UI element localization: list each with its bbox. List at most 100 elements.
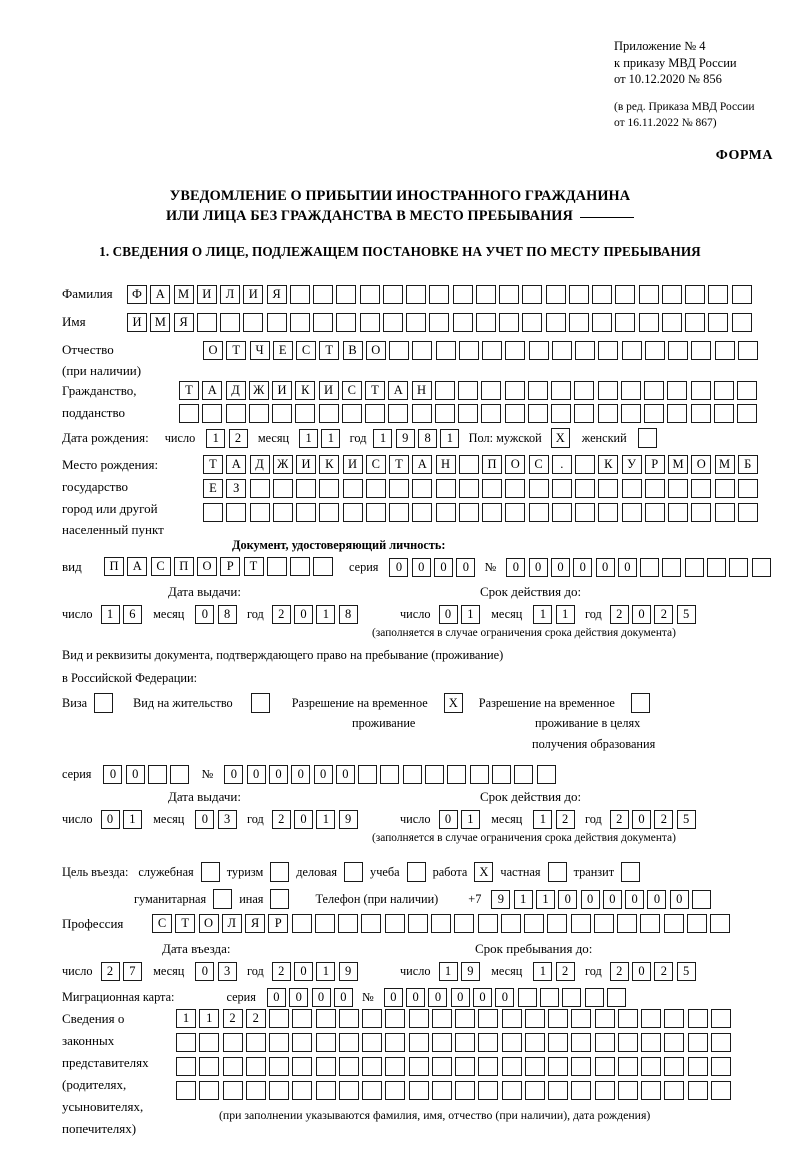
char-box[interactable] [295, 404, 316, 423]
char-box[interactable] [338, 1057, 359, 1076]
char-box[interactable] [458, 341, 479, 360]
char-box[interactable] [667, 381, 688, 400]
char-box[interactable]: К [319, 455, 340, 474]
char-box[interactable]: 1 [316, 962, 336, 981]
char-box[interactable] [621, 479, 642, 498]
char-box[interactable] [686, 914, 707, 933]
char-box[interactable] [455, 1009, 475, 1028]
char-box[interactable] [644, 479, 665, 498]
char-box[interactable] [342, 503, 363, 522]
char-box[interactable]: П [173, 557, 194, 576]
char-box[interactable] [315, 1081, 336, 1100]
char-box[interactable] [341, 404, 362, 423]
char-box[interactable] [176, 1081, 196, 1100]
char-box[interactable] [548, 1009, 568, 1028]
char-box[interactable]: 1 [176, 1009, 196, 1028]
char-box[interactable] [361, 914, 382, 933]
char-box[interactable]: 8 [217, 605, 237, 624]
char-box[interactable]: 9 [491, 889, 511, 909]
char-box[interactable] [664, 1081, 685, 1100]
char-box[interactable] [661, 313, 682, 332]
temp-residence-checkbox[interactable]: X [443, 693, 463, 713]
char-box[interactable] [380, 765, 400, 784]
char-box[interactable] [412, 503, 433, 522]
char-box[interactable] [336, 313, 357, 332]
char-box[interactable] [313, 313, 333, 332]
char-box[interactable]: 9 [395, 428, 415, 448]
purpose-option-checkbox[interactable] [213, 889, 233, 909]
char-box[interactable]: К [295, 381, 316, 400]
char-box[interactable] [290, 557, 310, 576]
char-box[interactable] [594, 1057, 615, 1076]
char-box[interactable]: 0 [294, 962, 314, 981]
char-box[interactable]: Д [249, 455, 270, 474]
char-box[interactable] [528, 341, 549, 360]
char-box[interactable] [148, 765, 168, 784]
char-box[interactable]: 2 [271, 962, 291, 981]
char-box[interactable] [691, 341, 712, 360]
char-box[interactable] [402, 765, 422, 784]
char-box[interactable]: 2 [609, 810, 629, 829]
char-box[interactable] [568, 285, 589, 304]
char-box[interactable] [481, 404, 502, 423]
char-box[interactable] [406, 313, 426, 332]
char-box[interactable]: 0 [550, 558, 570, 577]
char-box[interactable] [342, 479, 363, 498]
char-box[interactable] [269, 1033, 289, 1052]
char-box[interactable] [501, 1081, 522, 1100]
char-box[interactable]: А [202, 381, 223, 400]
char-box[interactable]: 1 [122, 810, 142, 829]
char-box[interactable]: С [296, 341, 316, 360]
char-box[interactable] [615, 313, 636, 332]
char-box[interactable]: 1 [533, 605, 553, 624]
char-box[interactable]: 9 [338, 962, 358, 981]
char-box[interactable] [664, 1009, 685, 1028]
char-box[interactable]: 0 [195, 962, 215, 981]
char-box[interactable] [478, 1057, 499, 1076]
char-box[interactable] [505, 341, 526, 360]
char-box[interactable] [220, 313, 240, 332]
char-box[interactable]: 0 [625, 889, 645, 909]
char-box[interactable]: 0 [438, 810, 458, 829]
char-box[interactable]: 2 [222, 1009, 243, 1028]
char-box[interactable] [522, 313, 543, 332]
char-box[interactable]: З [226, 479, 247, 498]
char-box[interactable]: 0 [428, 988, 448, 1007]
sex-male-checkbox[interactable]: X [550, 428, 570, 448]
char-box[interactable] [545, 285, 566, 304]
char-box[interactable] [313, 285, 333, 304]
char-box[interactable] [661, 285, 682, 304]
char-box[interactable] [644, 381, 664, 400]
char-box[interactable]: 0 [266, 988, 286, 1007]
purpose-option-checkbox[interactable] [406, 862, 426, 882]
char-box[interactable]: 0 [411, 558, 431, 577]
char-box[interactable]: О [197, 557, 217, 576]
char-box[interactable] [691, 479, 712, 498]
char-box[interactable] [562, 988, 582, 1007]
char-box[interactable] [684, 558, 704, 577]
char-box[interactable] [551, 479, 572, 498]
char-box[interactable]: 3 [217, 962, 237, 981]
char-box[interactable] [266, 313, 287, 332]
char-box[interactable] [593, 914, 614, 933]
char-box[interactable]: М [173, 285, 194, 304]
char-box[interactable] [737, 341, 758, 360]
char-box[interactable]: 2 [609, 962, 629, 981]
char-box[interactable]: 0 [632, 810, 652, 829]
char-box[interactable] [222, 1033, 243, 1052]
purpose-option-checkbox[interactable]: X [474, 862, 494, 882]
char-box[interactable] [384, 914, 405, 933]
char-box[interactable] [575, 479, 595, 498]
char-box[interactable]: 0 [558, 889, 578, 909]
char-box[interactable]: Ч [249, 341, 270, 360]
